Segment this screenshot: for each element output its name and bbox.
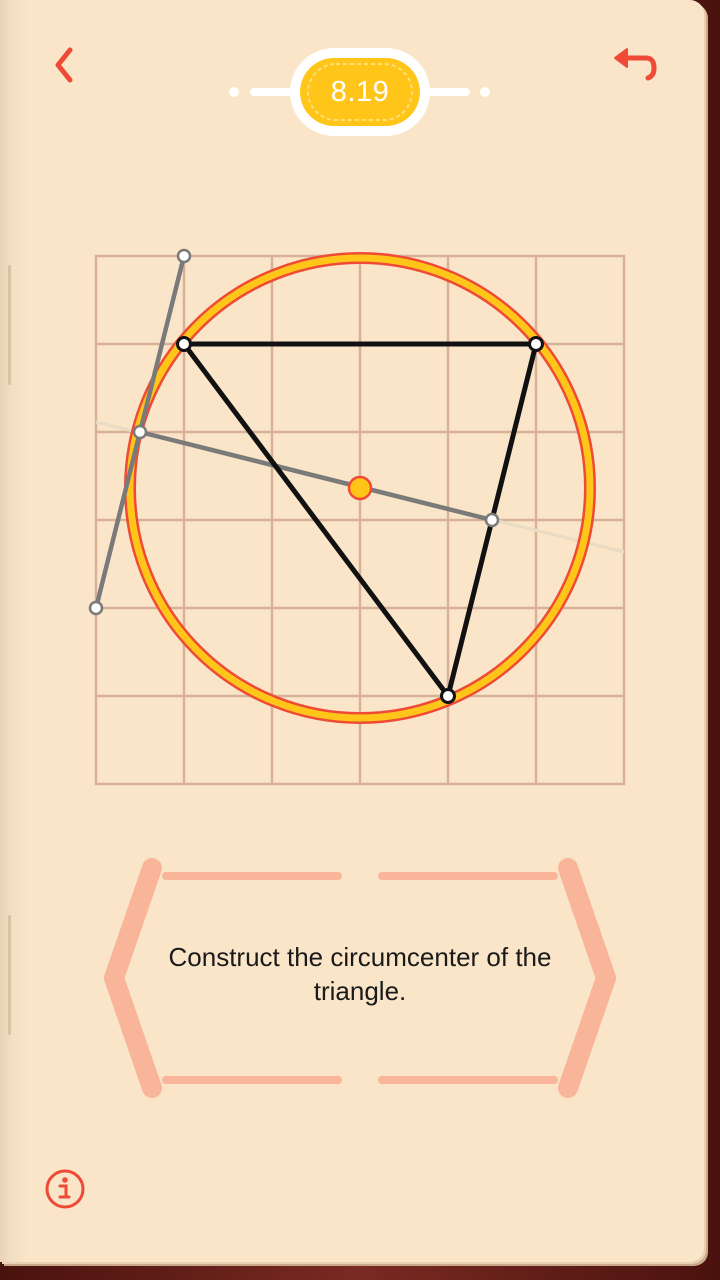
construction-point[interactable] (132, 424, 148, 440)
triangle-vertex[interactable] (176, 336, 192, 352)
level-badge-frame (229, 48, 490, 136)
chevron-left-icon (55, 47, 73, 83)
grid (94, 254, 626, 786)
construction-board[interactable] (0, 0, 720, 800)
objective-text: Construct the circumcenter of the triang… (168, 942, 552, 1006)
triangle-side (181, 341, 451, 699)
construction-point[interactable] (88, 600, 104, 616)
perpendicular-bisector[interactable] (139, 429, 493, 523)
circumcircle (126, 254, 594, 722)
undo-arrow-icon (614, 48, 657, 81)
triangle-vertex[interactable] (440, 688, 456, 704)
spine-mark (8, 915, 11, 1035)
info-icon (45, 1169, 85, 1209)
circumcenter-point[interactable] (347, 475, 373, 501)
undo-button[interactable] (606, 42, 660, 88)
spine-mark (8, 265, 11, 385)
info-button[interactable] (40, 1164, 90, 1214)
page-spine (0, 0, 30, 1262)
level-badge: 8.19 (222, 46, 498, 138)
construction-point[interactable] (176, 248, 192, 264)
triangle-vertex[interactable] (528, 336, 544, 352)
objective-banner (104, 858, 616, 1098)
level-number: 8.19 (330, 75, 390, 108)
back-button[interactable] (40, 40, 90, 90)
construction-point[interactable] (484, 512, 500, 528)
